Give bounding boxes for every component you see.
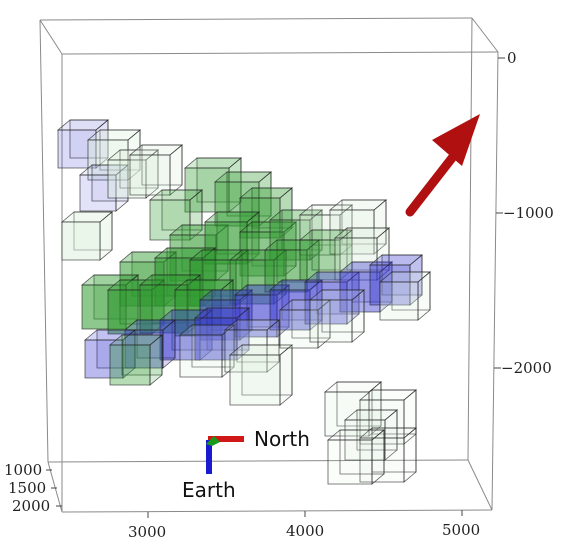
data-box xyxy=(60,211,114,261)
box-face xyxy=(61,221,101,261)
data-box xyxy=(128,144,184,196)
data-box xyxy=(358,427,418,483)
box-face xyxy=(279,344,293,406)
box-face xyxy=(324,391,370,437)
depth-axis-tick-label: 1000 xyxy=(4,461,42,479)
north-label: North xyxy=(254,427,310,451)
box-face xyxy=(403,427,417,483)
data-box xyxy=(83,329,137,379)
data-box xyxy=(123,319,177,369)
bottom-axis: 3000 4000 5000 xyxy=(128,510,480,541)
depth-axis-tick-label: 2000 xyxy=(12,497,50,515)
compass-triad: North Earth xyxy=(182,427,310,502)
box-face xyxy=(107,159,147,199)
data-box xyxy=(228,344,294,406)
up-axis-mark xyxy=(206,436,220,446)
depth-axis: 1000 1500 2000 xyxy=(4,461,62,515)
box-face xyxy=(371,429,385,485)
bottom-axis-tick-label: 4000 xyxy=(286,522,324,540)
direction-arrow xyxy=(405,114,480,217)
box-face xyxy=(279,309,319,349)
data-box xyxy=(223,319,281,373)
data-box xyxy=(148,189,204,241)
data-box xyxy=(278,299,332,349)
box-face xyxy=(229,354,281,406)
right-axis-tick-label: −2000 xyxy=(501,359,552,377)
box-face xyxy=(327,439,373,485)
box-face xyxy=(359,437,405,483)
data-box xyxy=(108,334,164,386)
box-face xyxy=(379,281,419,321)
data-box xyxy=(298,229,354,281)
data-box xyxy=(326,429,386,485)
earth-label: Earth xyxy=(182,478,236,502)
right-axis-tick-label: −1000 xyxy=(503,204,554,222)
box-face xyxy=(309,299,353,343)
data-box xyxy=(78,164,130,212)
box-cloud xyxy=(56,119,432,485)
data-box xyxy=(333,227,391,281)
earth-axis-bar xyxy=(206,440,212,474)
box-face xyxy=(57,129,97,169)
bottom-axis-tick-label: 5000 xyxy=(442,521,480,539)
data-box xyxy=(213,171,273,227)
box-face xyxy=(79,174,117,212)
box-face xyxy=(84,339,124,379)
right-axis: 0 −1000 −2000 xyxy=(494,49,554,377)
data-box xyxy=(378,271,432,321)
data-box xyxy=(238,187,294,239)
data-box xyxy=(308,289,366,343)
box-face xyxy=(334,237,378,281)
north-axis-bar xyxy=(208,436,244,442)
depth-axis-tick-label: 1500 xyxy=(8,479,46,497)
box-face xyxy=(179,334,223,378)
data-box xyxy=(183,157,243,213)
box-face xyxy=(224,329,268,373)
box-face xyxy=(124,329,164,369)
data-box xyxy=(263,239,321,293)
box-face xyxy=(129,154,171,196)
bottom-axis-tick-label: 3000 xyxy=(128,523,166,541)
right-axis-tick-label: 0 xyxy=(507,49,517,67)
box-face xyxy=(109,344,151,386)
